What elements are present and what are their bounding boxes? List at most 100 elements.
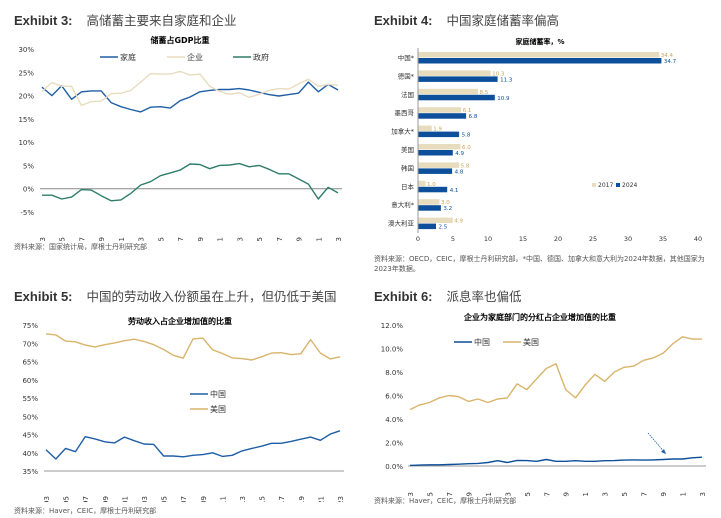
y-tick-label: 30% bbox=[18, 46, 34, 54]
data-label: 34.7 bbox=[664, 59, 677, 65]
category-label: 韩国 bbox=[401, 163, 414, 172]
x-tick-label: 2005 bbox=[524, 492, 532, 497]
chart-title: 企业为家庭部门的分红占企业增加值的比重 bbox=[463, 312, 616, 322]
arrow-head-icon bbox=[661, 449, 666, 454]
exhibit-title: 派息率也偏低 bbox=[446, 289, 522, 304]
y-tick-label: 12.0% bbox=[381, 322, 404, 330]
exhibit-3-heading: Exhibit 3: 高储蓄主要来自家庭和企业 bbox=[14, 10, 237, 29]
bar-2024 bbox=[418, 131, 460, 138]
chart-title: 劳动收入占企业增加值的比重 bbox=[128, 316, 232, 326]
y-tick-label: 10% bbox=[18, 139, 34, 147]
x-tick-label: 2007 bbox=[543, 492, 551, 497]
category-label: 日本 bbox=[401, 182, 415, 191]
source-note: 资料来源：OECD，CEIC，摩根士丹利研究部。*中国、德国、加拿大和意大利为2… bbox=[374, 255, 705, 273]
legend-label: 家庭 bbox=[120, 52, 136, 62]
data-label: 34.4 bbox=[661, 53, 674, 59]
legend-label: 美国 bbox=[210, 404, 226, 414]
legend-swatch bbox=[592, 183, 596, 187]
category-label: 澳大利亚 bbox=[388, 219, 415, 228]
x-tick-label: 25 bbox=[589, 235, 597, 243]
bar-2017 bbox=[418, 199, 440, 205]
category-label: 法国 bbox=[401, 90, 414, 99]
x-tick-label: 2003 bbox=[141, 496, 149, 502]
data-label: 1.9 bbox=[433, 127, 442, 133]
x-tick-label: 2015 bbox=[259, 496, 267, 502]
exhibit-title: 高储蓄主要来自家庭和企业 bbox=[86, 13, 237, 28]
x-tick-label: 2011 bbox=[582, 492, 590, 497]
series-line-政府 bbox=[42, 162, 339, 202]
legend-swatch bbox=[616, 183, 620, 187]
data-label: 1.0 bbox=[427, 182, 436, 188]
x-tick-label: 1999 bbox=[465, 492, 473, 497]
x-tick-label: 1997 bbox=[82, 496, 90, 502]
exhibit-title: 中国的劳动收入份额虽在上升，但仍低于美国 bbox=[86, 289, 337, 304]
x-tick-label: 2003 bbox=[138, 237, 146, 241]
y-tick-label: 5% bbox=[23, 162, 34, 170]
x-tick-label: 20 bbox=[554, 235, 562, 243]
data-label: 5.8 bbox=[461, 163, 470, 169]
x-tick-label: 2021 bbox=[317, 496, 325, 502]
x-tick-label: 2019 bbox=[298, 496, 306, 502]
bar-2017 bbox=[418, 217, 453, 224]
x-tick-label: 1993 bbox=[39, 237, 47, 241]
y-tick-label: 50% bbox=[22, 413, 38, 421]
chart-title: 储蓄占GDP比重 bbox=[149, 35, 209, 45]
data-label: 6.1 bbox=[463, 108, 472, 114]
category-label: 墨西哥 bbox=[395, 109, 415, 117]
y-tick-label: 40% bbox=[22, 450, 38, 458]
bar-2024 bbox=[418, 150, 453, 156]
x-tick-label: 2019 bbox=[296, 237, 304, 241]
chart-title: 家庭储蓄率，% bbox=[515, 37, 564, 46]
exhibit-6-heading: Exhibit 6: 派息率也偏低 bbox=[374, 286, 522, 305]
legend-label: 美国 bbox=[523, 337, 539, 347]
category-label: 加拿大* bbox=[391, 127, 415, 136]
x-tick-label: 2001 bbox=[485, 492, 493, 497]
x-tick-label: 2005 bbox=[161, 496, 169, 502]
legend-label: 中国 bbox=[210, 389, 226, 399]
data-label: 11.3 bbox=[500, 77, 513, 83]
legend-label: 政府 bbox=[253, 52, 269, 62]
chart-savings-gdp: 储蓄占GDP比重 30% 25% 20% 15% 10% 5% 0% -5% 1993 1995 19… bbox=[18, 35, 343, 241]
x-tick-label: 1995 bbox=[63, 496, 71, 502]
x-tick-label: 2015 bbox=[621, 492, 629, 497]
series-line-美国 bbox=[409, 336, 702, 411]
x-tick-label: 35 bbox=[659, 235, 667, 243]
x-tick-label: 2003 bbox=[504, 492, 512, 497]
y-tick-label: 15% bbox=[18, 116, 34, 124]
data-label: 6.8 bbox=[469, 114, 478, 120]
data-label: 10.9 bbox=[497, 96, 510, 102]
bar-2024 bbox=[418, 186, 448, 193]
data-label: 5.8 bbox=[462, 133, 471, 139]
x-tick-label: 2011 bbox=[217, 237, 225, 241]
data-label: 10.3 bbox=[492, 71, 505, 77]
bar-2017 bbox=[418, 125, 432, 132]
x-tick-label: 2009 bbox=[200, 496, 208, 502]
legend-label: 企业 bbox=[187, 52, 203, 62]
x-tick-label: 1999 bbox=[102, 496, 110, 502]
series-line-中国 bbox=[45, 430, 341, 460]
source-note: 资料来源：Haver，CEIC，摩根士丹利研究部 bbox=[374, 497, 517, 505]
x-tick-label: 2021 bbox=[315, 237, 323, 241]
bar-2024 bbox=[418, 76, 498, 82]
exhibit-5-heading: Exhibit 5: 中国的劳动收入份额虽在上升，但仍低于美国 bbox=[14, 286, 337, 305]
x-tick-label: 1993 bbox=[407, 492, 415, 497]
x-tick-label: 2009 bbox=[197, 237, 205, 241]
series-line-中国 bbox=[409, 456, 703, 467]
y-tick-label: 8.0% bbox=[385, 369, 403, 377]
legend-label: 2017 bbox=[598, 182, 613, 189]
x-tick-label: 2005 bbox=[157, 237, 165, 241]
x-tick-label: 1995 bbox=[59, 237, 67, 241]
x-tick-label: 1997 bbox=[446, 492, 454, 497]
exhibit-number: Exhibit 3: bbox=[14, 13, 73, 28]
x-tick-label: 2021 bbox=[680, 492, 688, 497]
x-tick-label: 2013 bbox=[602, 492, 610, 497]
source-note: 资料来源：Haver，CEIC，摩根士丹利研究部 bbox=[14, 507, 157, 515]
data-label: 4.9 bbox=[454, 219, 463, 225]
bar-2017 bbox=[418, 162, 460, 168]
bar-2017 bbox=[418, 144, 461, 150]
bar-2017 bbox=[418, 70, 491, 76]
data-label: 3.0 bbox=[441, 200, 450, 206]
y-tick-label: 20% bbox=[18, 93, 34, 101]
x-tick-label: 2013 bbox=[239, 496, 247, 502]
x-tick-label: 2009 bbox=[563, 492, 571, 497]
